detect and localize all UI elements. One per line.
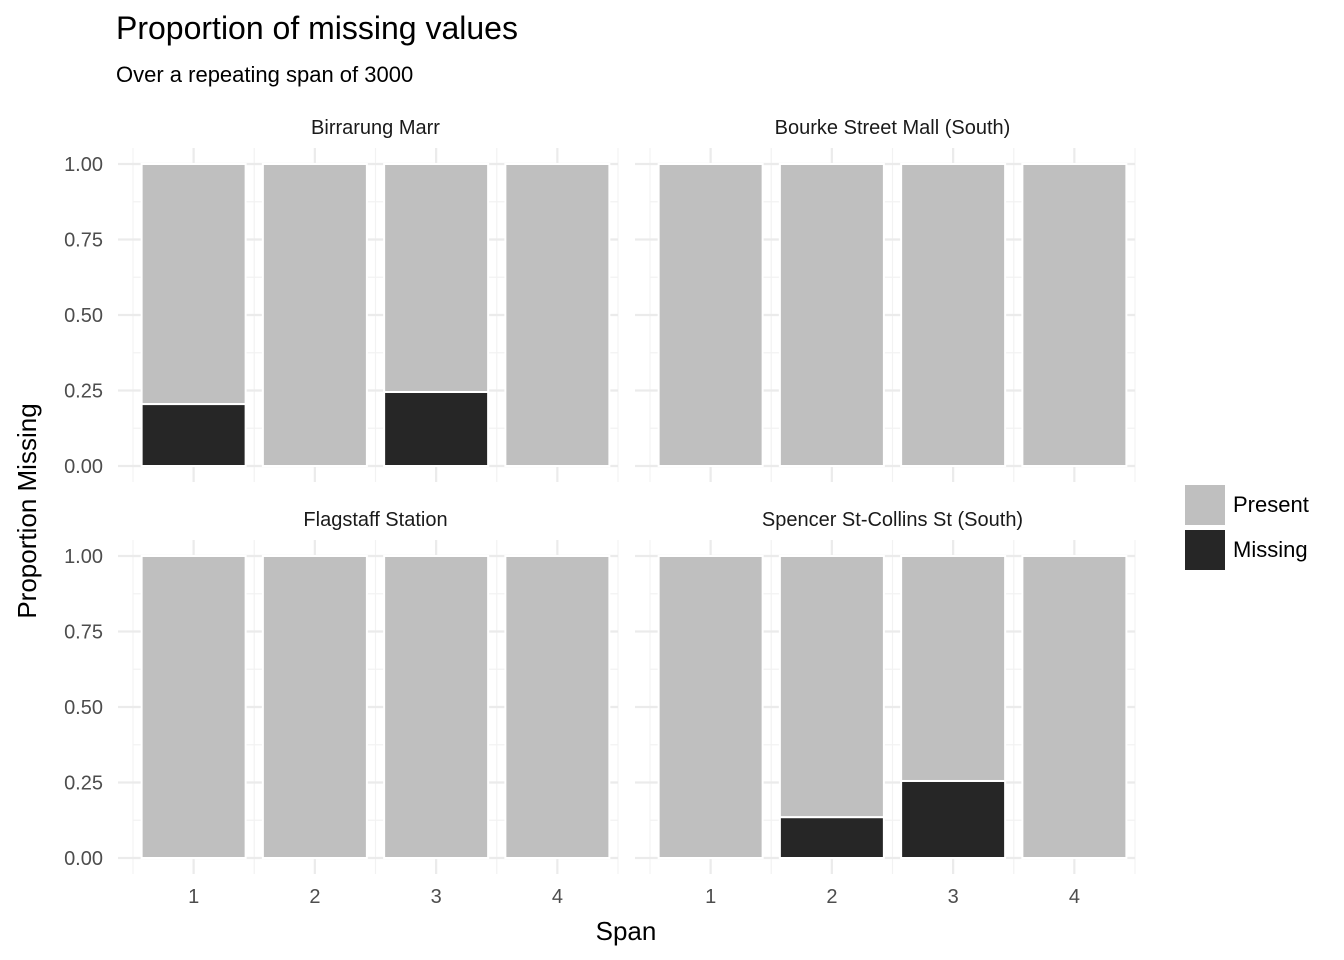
legend-label: Missing xyxy=(1233,537,1308,562)
bar-present xyxy=(1021,163,1128,467)
y-axis-title: Proportion Missing xyxy=(12,403,42,618)
bar-present xyxy=(140,163,247,406)
facet-strip-label: Flagstaff Station xyxy=(303,509,447,531)
bar-present xyxy=(657,163,764,467)
bar-missing xyxy=(900,779,1007,859)
bar-present xyxy=(261,555,368,859)
y-tick-label: 0.50 xyxy=(64,697,103,719)
bar-present xyxy=(261,163,368,467)
bar-present xyxy=(778,163,885,467)
bar-present xyxy=(140,555,247,859)
facet-panel: Spencer St-Collins St (South) 1 2 3 4 xyxy=(635,509,1136,908)
bar-missing xyxy=(383,391,490,468)
x-tick-label: 4 xyxy=(1069,886,1080,908)
x-tick-label: 2 xyxy=(826,886,837,908)
facet-panel: Flagstaff Station 0.00 0.25 0.50 0.75 1.00 1 2 3… xyxy=(64,509,619,908)
chart-subtitle: Over a repeating span of 3000 xyxy=(116,62,413,87)
y-tick-label: 0.75 xyxy=(64,622,103,644)
bar-missing xyxy=(778,816,885,859)
facet-panel: Birrarung Marr 0.00 0.25 0.50 0.75 1.00 xyxy=(64,117,619,482)
bar-present xyxy=(383,555,490,859)
legend-label: Present xyxy=(1233,492,1309,517)
legend-key-missing xyxy=(1185,530,1225,570)
facet-panels: Birrarung Marr 0.00 0.25 0.50 0.75 1.00 Bourke… xyxy=(64,117,1136,908)
bar-present xyxy=(657,555,764,859)
x-tick-label: 1 xyxy=(705,886,716,908)
x-axis-title: Span xyxy=(596,916,657,946)
bar-present xyxy=(900,555,1007,782)
x-tick-label: 3 xyxy=(948,886,959,908)
y-tick-label: 0.25 xyxy=(64,773,103,795)
y-tick-label: 1.00 xyxy=(64,154,103,176)
x-tick-label: 1 xyxy=(188,886,199,908)
bar-present xyxy=(504,163,611,467)
x-tick-label: 3 xyxy=(431,886,442,908)
bar-present xyxy=(1021,555,1128,859)
chart-title: Proportion of missing values xyxy=(116,10,518,46)
y-tick-label: 0.25 xyxy=(64,381,103,403)
bar-present xyxy=(900,163,1007,467)
y-tick-label: 0.00 xyxy=(64,848,103,870)
facet-strip-label: Bourke Street Mall (South) xyxy=(775,117,1011,139)
x-tick-label: 4 xyxy=(552,886,563,908)
y-tick-label: 0.75 xyxy=(64,230,103,252)
bar-missing xyxy=(140,403,247,467)
bar-present xyxy=(778,555,885,819)
facet-panel: Bourke Street Mall (South) xyxy=(635,117,1136,482)
legend: Present Missing xyxy=(1185,485,1309,570)
facet-strip-label: Birrarung Marr xyxy=(311,117,440,139)
y-tick-label: 0.00 xyxy=(64,456,103,478)
y-tick-label: 0.50 xyxy=(64,305,103,327)
y-tick-label: 1.00 xyxy=(64,546,103,568)
x-tick-label: 2 xyxy=(309,886,320,908)
facet-strip-label: Spencer St-Collins St (South) xyxy=(762,509,1023,531)
legend-key-present xyxy=(1185,485,1225,525)
bar-present xyxy=(383,163,490,394)
bar-present xyxy=(504,555,611,859)
